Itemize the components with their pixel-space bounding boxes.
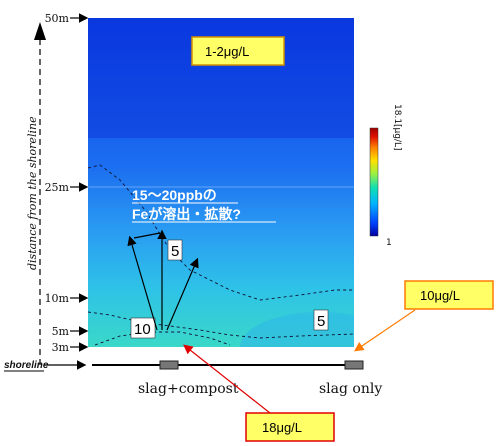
- callout-box-18: [245, 412, 335, 442]
- callout-box-10: [404, 280, 494, 310]
- site-marker-slag-only: [344, 360, 364, 370]
- callout-box-1-2: [191, 36, 285, 66]
- callout-text-1-2: 1-2μg/L: [205, 44, 249, 59]
- diffusion-arrows: [127, 229, 199, 331]
- y-tick-label: 50m: [45, 12, 70, 25]
- shoreline-label: shoreline: [4, 360, 49, 371]
- contour-label-10: 10: [134, 321, 151, 338]
- colorbar-max-label: 18.1[μg/L]: [392, 104, 402, 151]
- annotation-line-1: 15～20ppbの: [132, 187, 217, 203]
- callout-text-10: 10μg/L: [420, 288, 460, 303]
- y-tick-label: 10m: [45, 292, 70, 305]
- site-label-slag-compost: slag+compost: [138, 381, 239, 397]
- y-ticks: 50m 25m 10m 5m 3m: [45, 12, 89, 354]
- contour-label-5-left: 5: [171, 243, 179, 260]
- y-tick-label: 3m: [52, 341, 70, 354]
- contour-label-5-right: 5: [317, 313, 325, 330]
- site-label-slag-only: slag only: [319, 381, 382, 397]
- site-marker-slag-compost: [159, 360, 179, 370]
- colorbar: [369, 127, 379, 237]
- callout-text-18: 18μg/L: [262, 420, 302, 435]
- concentration-field: [88, 18, 354, 347]
- y-tick-label: 5m: [52, 325, 70, 338]
- colorbar-min-label: 1: [386, 238, 392, 248]
- annotation-line-2: Feが溶出・拡散?: [132, 206, 241, 222]
- y-tick-label: 25m: [45, 181, 70, 194]
- y-axis-label: distance from the shoreline: [26, 116, 39, 270]
